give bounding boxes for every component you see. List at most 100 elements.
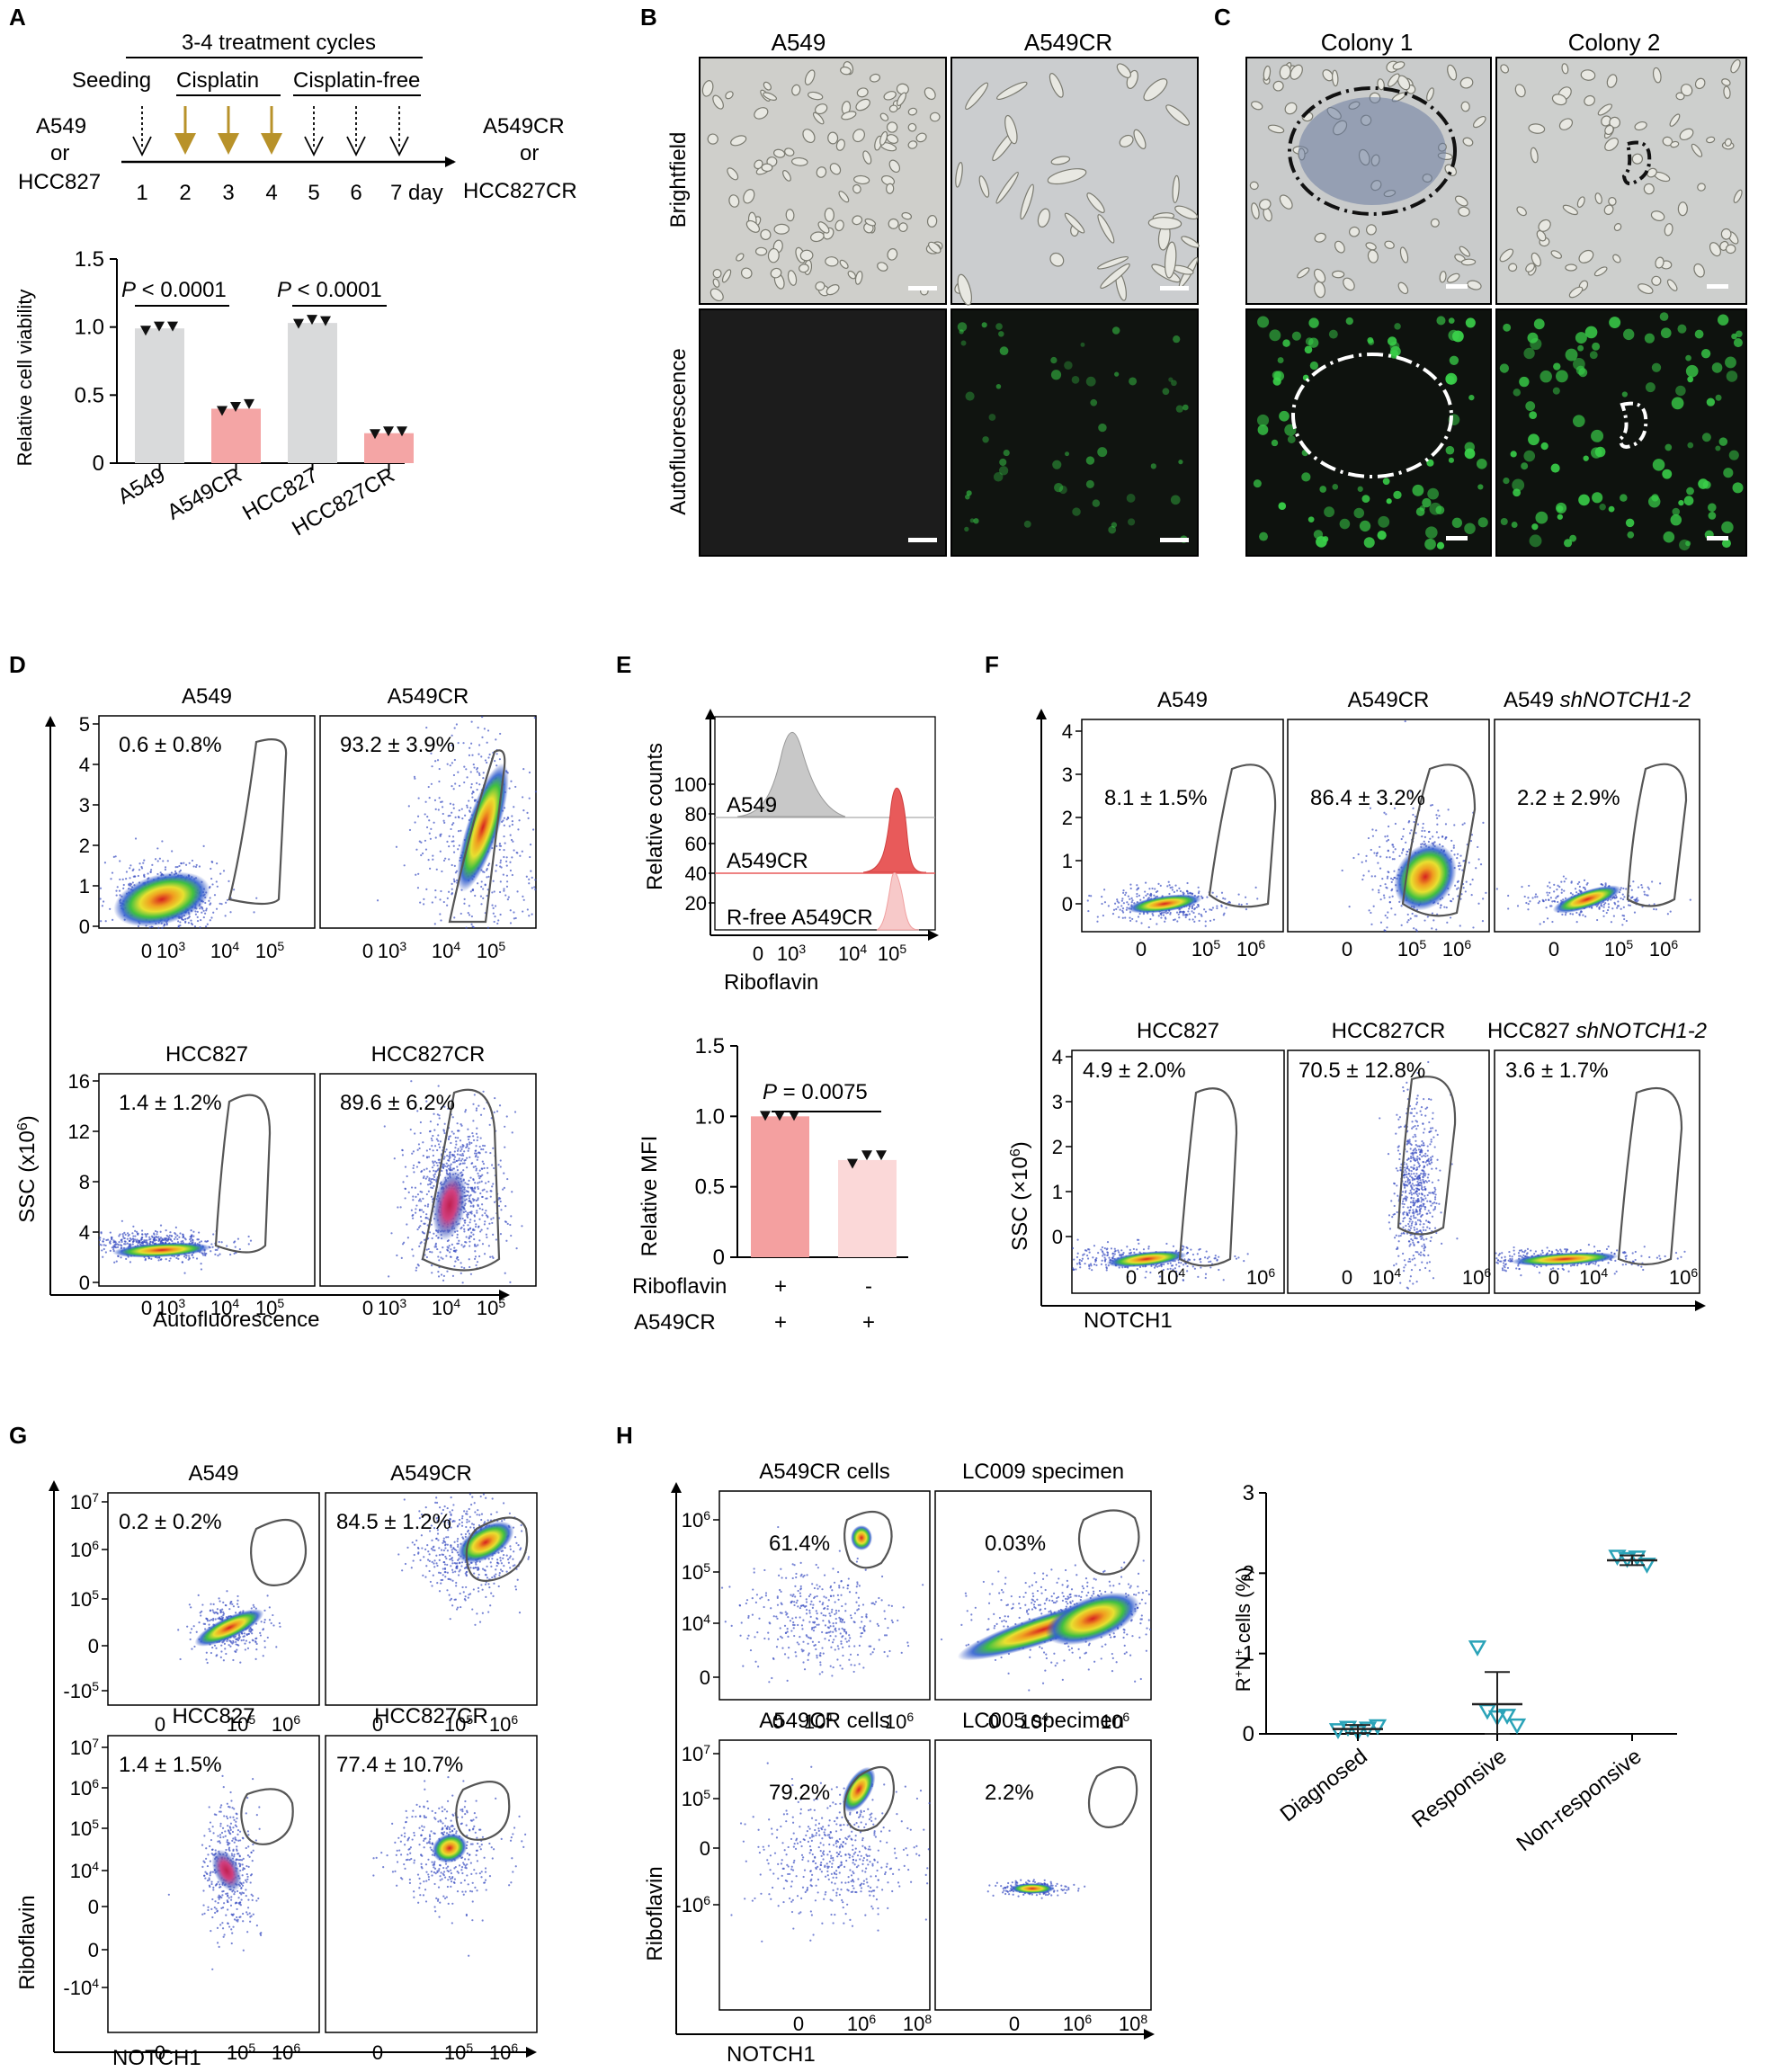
fluorescent-cell [1709, 512, 1717, 520]
event-dot [409, 829, 411, 831]
event-dot [1136, 896, 1138, 898]
event-dot [160, 1225, 162, 1227]
event-dot [122, 1237, 124, 1238]
event-dot [455, 871, 457, 873]
event-dot [210, 868, 211, 870]
event-dot [1417, 1219, 1419, 1221]
event-dot [1246, 903, 1248, 905]
event-dot [426, 1249, 428, 1251]
event-dot [460, 1244, 462, 1246]
event-dot [1372, 835, 1374, 837]
event-dot [433, 1246, 435, 1247]
event-dot [515, 917, 517, 919]
event-dot [1423, 1161, 1424, 1163]
event-dot [1622, 898, 1624, 900]
event-dot [1120, 1249, 1122, 1251]
event-dot [446, 1148, 448, 1150]
event-dot [1534, 896, 1536, 898]
event-dot [423, 1211, 424, 1213]
event-dot [403, 1242, 405, 1244]
event-dot [125, 878, 127, 880]
event-dot [463, 1267, 465, 1269]
event-dot [1086, 1255, 1088, 1256]
event-dot [506, 818, 508, 820]
event-dot [1122, 917, 1124, 919]
event-dot [1205, 911, 1207, 913]
bar-hcc827 [288, 323, 337, 463]
event-dot [451, 824, 453, 826]
event-dot [1197, 1276, 1199, 1278]
event-dot [159, 858, 161, 860]
event-dot [1090, 1264, 1092, 1266]
brightfield-a549-image [700, 58, 946, 304]
event-dot [1424, 836, 1426, 838]
event-dot [451, 893, 452, 895]
event-dot [225, 902, 227, 904]
event-dot [197, 916, 199, 918]
event-dot [419, 1148, 421, 1149]
event-dot [1415, 1264, 1416, 1266]
event-dot [477, 727, 479, 728]
event-dot [470, 1163, 472, 1165]
event-dot [452, 1275, 454, 1277]
event-dot [112, 871, 113, 873]
event-dot [456, 723, 458, 725]
event-dot [1450, 850, 1452, 852]
fluorescent-cell [1556, 371, 1568, 383]
fluorescent-cell [1731, 334, 1737, 340]
viability-chart: Relative cell viability 00.51.01.5 A549A… [13, 247, 414, 541]
event-dot [1429, 1201, 1431, 1202]
event-dot [1616, 907, 1618, 909]
event-dot [531, 914, 532, 915]
event-dot [1496, 888, 1498, 889]
event-dot [458, 817, 460, 818]
event-dot [1436, 831, 1438, 833]
event-dot [430, 1178, 432, 1180]
event-dot [1539, 923, 1541, 924]
event-dot [1194, 915, 1196, 917]
event-dot [1245, 897, 1246, 898]
event-dot [434, 760, 436, 762]
event-dot [457, 1153, 459, 1155]
event-dot [1149, 894, 1151, 896]
gate [1209, 764, 1275, 906]
event-dot [461, 808, 463, 810]
event-dot [412, 1218, 414, 1219]
event-dot [188, 1259, 190, 1261]
event-dot [186, 917, 188, 919]
event-dot [115, 1242, 117, 1244]
event-dot [499, 843, 501, 844]
event-dot [165, 1258, 167, 1260]
gate-percent: 86.4 ± 3.2% [1310, 786, 1425, 810]
event-dot [1228, 901, 1230, 903]
event-dot [432, 1135, 433, 1137]
event-dot [486, 1172, 488, 1174]
event-dot [1208, 1256, 1209, 1258]
event-dot [470, 1202, 472, 1204]
event-dot [491, 891, 493, 893]
event-dot [522, 768, 524, 770]
event-dot [477, 767, 478, 769]
event-dot [508, 788, 510, 790]
event-dot [473, 1238, 475, 1240]
event-dot [1383, 929, 1385, 931]
cell [886, 183, 894, 193]
event-dot [1198, 904, 1200, 906]
event-dot [475, 1145, 477, 1147]
event-dot [1410, 1238, 1412, 1240]
event-dot [1561, 892, 1563, 894]
event-dot [475, 1166, 477, 1167]
event-dot [430, 838, 432, 840]
event-dot [1388, 1221, 1390, 1223]
fluorescent-cell [1511, 451, 1517, 457]
event-dot [185, 864, 187, 866]
event-dot [487, 927, 489, 929]
event-dot [456, 1166, 458, 1167]
event-dot [1121, 900, 1123, 902]
event-dot [255, 898, 257, 899]
event-dot [1395, 823, 1397, 825]
event-dot [127, 1243, 129, 1245]
event-dot [1388, 850, 1389, 852]
event-dot [481, 880, 483, 882]
event-dot [1129, 1249, 1131, 1251]
